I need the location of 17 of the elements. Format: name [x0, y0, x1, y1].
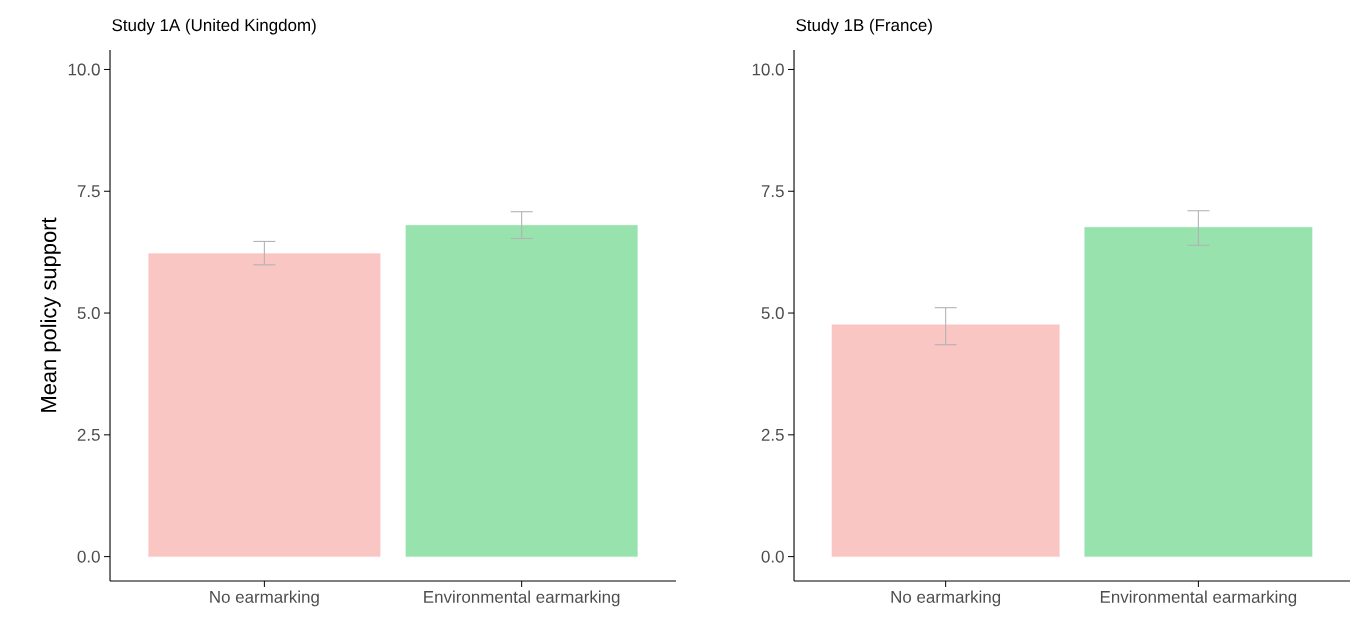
- chart-title: Study 1B (France): [796, 18, 932, 35]
- y-tick-label: 5.0: [761, 307, 784, 320]
- chart-title: Study 1A (United Kingdom): [112, 18, 316, 35]
- y-axis-title: Mean policy support: [40, 217, 61, 412]
- y-tick-label: 10.0: [752, 63, 784, 76]
- y-tick-label: 7.5: [77, 185, 100, 198]
- y-tick-label: 0.0: [77, 550, 100, 563]
- x-tick-label: No earmarking: [210, 590, 319, 607]
- x-tick-label: Environmental earmarking: [424, 590, 620, 607]
- y-tick-label: 0.0: [761, 550, 784, 563]
- y-tick-label: 5.0: [77, 307, 100, 320]
- y-tick-label: 2.5: [761, 428, 784, 441]
- x-tick-label: No earmarking: [891, 590, 1001, 607]
- x-tick-label: Environmental earmarking: [1100, 590, 1297, 607]
- y-tick-label: 2.5: [77, 428, 100, 441]
- y-tick-label: 10.0: [68, 63, 100, 76]
- y-tick-label: 7.5: [761, 185, 784, 198]
